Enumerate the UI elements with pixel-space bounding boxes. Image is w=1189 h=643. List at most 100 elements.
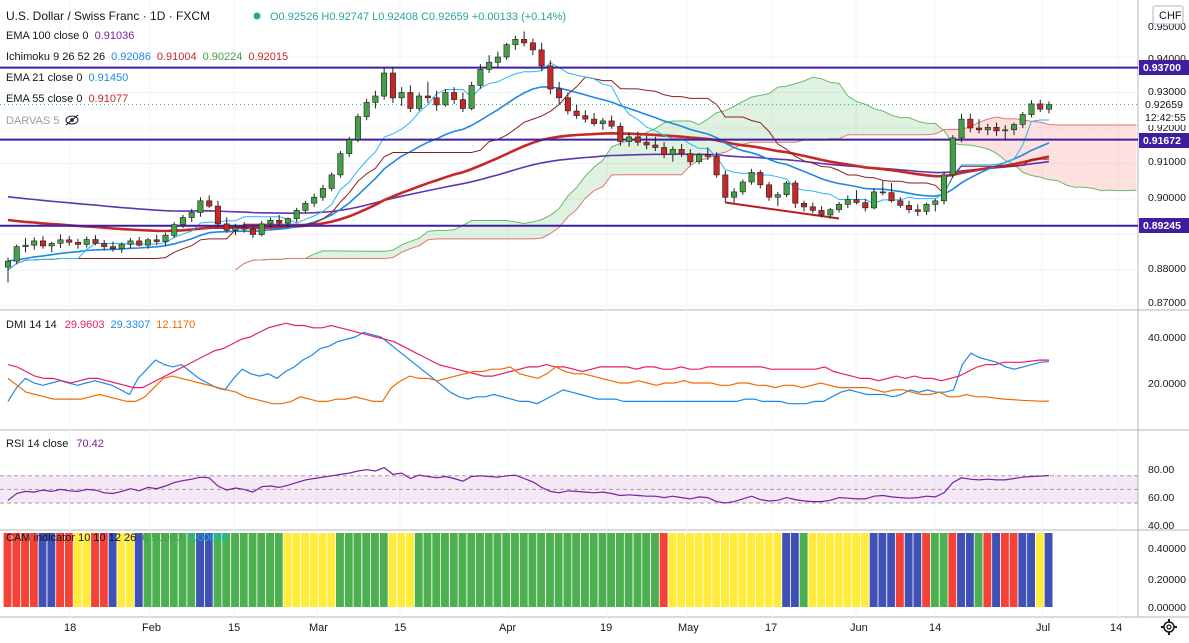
candle [276, 214, 283, 226]
candle [844, 195, 851, 208]
cam-bar [773, 533, 782, 607]
candle [608, 115, 615, 129]
candle-body [442, 92, 449, 106]
time-axis[interactable]: 18 Feb 15 Mar 15 Apr 19 May 17 Jun 14 Ju… [64, 622, 1122, 634]
candle-body [171, 224, 178, 236]
candle-body [949, 137, 956, 176]
level-label-3: 0.89245 [1139, 218, 1189, 233]
cam-legend[interactable]: CAM indicator 10 10 12 26 0.50000 0.00000 [6, 532, 228, 544]
cam-bar [677, 533, 686, 607]
cam-bar [274, 533, 283, 607]
leading-span-b [235, 116, 1137, 271]
darvas-legend[interactable]: DARVAS 5 [6, 115, 59, 127]
candle [179, 214, 186, 229]
cam-bar [449, 533, 458, 607]
settings-gear-icon[interactable] [1161, 619, 1177, 635]
candle-body [853, 199, 860, 203]
candle-body [591, 118, 598, 124]
candle [171, 222, 178, 239]
cam-bar [406, 533, 414, 607]
candle [766, 181, 773, 201]
rsi-legend[interactable]: RSI 14 close 70.42 [6, 438, 104, 450]
cam-bar [222, 533, 231, 607]
cloud-segment [349, 251, 358, 259]
candle-body [1010, 124, 1017, 131]
cam-bar [572, 533, 581, 607]
candle [879, 181, 886, 196]
currency-badge[interactable]: CHF [1152, 5, 1184, 25]
candle [993, 122, 1000, 136]
indicator-panels [0, 322, 1138, 607]
cam-bar [686, 533, 694, 607]
ema55-legend[interactable]: EMA 55 close 0 0.91077 [6, 93, 128, 105]
candle-body [844, 199, 851, 205]
candle-body [564, 97, 571, 112]
candle [634, 131, 641, 146]
cam-bar [537, 533, 546, 607]
candle [311, 193, 318, 207]
time-label: 15 [228, 622, 240, 634]
cloud-segment [909, 117, 918, 135]
candle [678, 143, 685, 158]
candle-body [870, 191, 877, 209]
candle-body [127, 240, 134, 245]
candle [862, 199, 869, 212]
candle-body [346, 139, 353, 154]
candle-body [75, 242, 82, 245]
ema100-legend[interactable]: EMA 100 close 0 0.91036 [6, 30, 134, 42]
cam-bar [668, 533, 677, 607]
candle-body [634, 136, 641, 143]
time-label: Apr [499, 622, 516, 634]
candle-body [13, 246, 20, 262]
candle-body [22, 244, 29, 247]
cam-bar [47, 533, 56, 607]
cam-bar [248, 533, 257, 607]
symbol-title[interactable]: U.S. Dollar / Swiss Franc · 1D · FXCM [6, 9, 210, 23]
candle [145, 238, 152, 249]
candle [564, 92, 571, 115]
dmi-legend[interactable]: DMI 14 14 29.9603 29.3307 12.1170 [6, 319, 195, 331]
candle-body [783, 182, 790, 195]
cam-tick: 0.40000 [1148, 543, 1186, 555]
cam-bar [729, 533, 738, 607]
indicator-axis[interactable]: 40.0000 20.0000 80.00 60.00 40.00 0.4000… [1148, 332, 1186, 614]
time-label: Jun [850, 622, 868, 634]
cam-bar [484, 533, 493, 607]
candle [477, 64, 484, 89]
candle-body [879, 191, 886, 194]
cam-bar [178, 533, 187, 607]
eye-hidden-icon[interactable] [65, 114, 79, 126]
candle-body [582, 115, 589, 120]
svg-text:0.93700: 0.93700 [1143, 62, 1181, 74]
candle [783, 181, 790, 198]
candle-body [643, 141, 650, 146]
candle-body [669, 149, 676, 155]
ema21-legend[interactable]: EMA 21 close 0 0.91450 [6, 72, 128, 84]
cloud-segment [926, 123, 936, 135]
cam-bar [852, 533, 861, 607]
cam-bar [703, 533, 712, 607]
cloud-segment [515, 221, 525, 239]
cam-bar [869, 533, 878, 607]
cam-bar [283, 533, 292, 607]
candle-body [687, 153, 694, 163]
cloud-segment [725, 106, 735, 153]
cam-bar [397, 533, 406, 607]
cloud-segment [664, 120, 673, 175]
cloud-segment [856, 101, 866, 135]
candle [591, 113, 598, 127]
candle-body [311, 196, 318, 204]
cam-bar [887, 533, 896, 607]
ichimoku-legend[interactable]: Ichimoku 9 26 52 26 0.92086 0.91004 0.90224… [6, 51, 288, 63]
cloud-segment [812, 77, 822, 141]
candle-body [118, 244, 125, 249]
candle-body [905, 205, 912, 210]
level-label-1: 0.93700 [1139, 60, 1189, 75]
candle [940, 171, 947, 205]
cloud-segment [1057, 124, 1067, 186]
candle [704, 147, 711, 160]
cam-bar [581, 533, 589, 607]
cam-bar [834, 533, 843, 607]
currency-badge-label: CHF [1159, 10, 1182, 22]
candle [1046, 101, 1053, 114]
